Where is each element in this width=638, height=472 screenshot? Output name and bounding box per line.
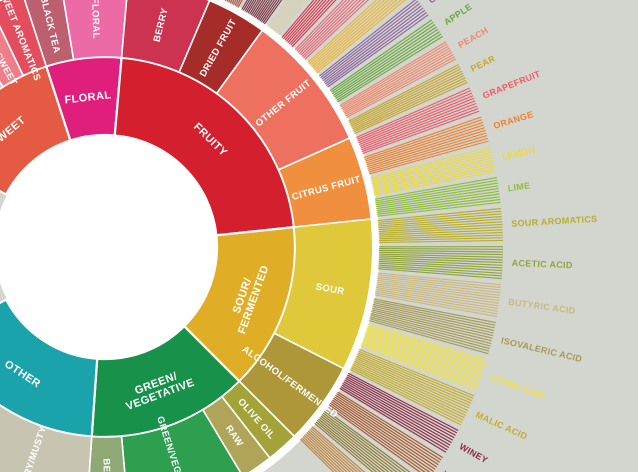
leaf-stripes-grape (318, 0, 429, 88)
subcategory-segment-green-vegetative (120, 408, 242, 472)
leaf-stripes-whiskey (327, 391, 444, 472)
leaf-stripes-apple (329, 19, 444, 103)
leaf-label-acetic-acid: ACETIC ACID (512, 258, 574, 270)
leaf-stripes-malic-acid (349, 348, 475, 426)
wheel-center-hole (0, 136, 216, 358)
subcategory-label-floral: FLORAL (89, 0, 102, 39)
leaf-label-sour-aromatics: SOUR AROMATICS (511, 214, 598, 229)
leaf-stripes-lemon (370, 146, 496, 196)
leaf-label-lime: LIME (507, 180, 531, 193)
center-hole (0, 136, 216, 358)
leaf-stripes-butyric-acid (374, 272, 502, 318)
wheel-rings (0, 0, 374, 472)
leaf-stripes-lime (374, 176, 501, 217)
leaf-stripes-acetic-acid (378, 246, 504, 280)
subcategory-label-beany: BEANY (101, 458, 112, 472)
ring-gap (0, 0, 380, 472)
leaf-stripes-grapefruit (355, 87, 480, 155)
leaf-stripes-sour-aromatics (377, 207, 503, 244)
category-label-floral: FLORAL (64, 89, 112, 106)
leaf-ring (223, 0, 504, 472)
leaf-stripes-fermented (314, 409, 411, 472)
leaf-stripes-peach (339, 41, 457, 119)
leaf-stripes-prune (241, 0, 283, 25)
leaf-stripes-pear (348, 63, 468, 135)
leaf-stripes-pomegranate (294, 0, 369, 60)
leaf-stripes-orange (363, 116, 489, 175)
leaf-stripes-pineapple (307, 0, 407, 74)
subcategory-segment-papery-musty (0, 404, 93, 472)
leaf-stripes-cherry (281, 0, 337, 48)
leaf-stripes-winey (339, 372, 459, 453)
leaf-stripes-overripe (299, 426, 366, 472)
leaf-stripes-coconut (267, 0, 308, 36)
subcategory-label-sour: SOUR (315, 281, 346, 297)
ring-gap-circle (0, 0, 380, 472)
leaf-stripes-isovaleric-acid (368, 298, 496, 355)
leaf-stripes-citric-acid (360, 324, 487, 391)
